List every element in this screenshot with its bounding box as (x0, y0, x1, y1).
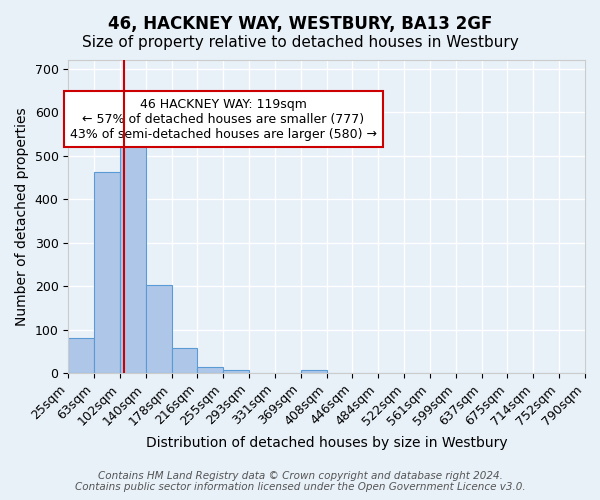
Bar (197, 366, 223, 373)
Text: 46 HACKNEY WAY: 119sqm
← 57% of detached houses are smaller (777)
43% of semi-de: 46 HACKNEY WAY: 119sqm ← 57% of detached… (70, 98, 377, 140)
Text: 46, HACKNEY WAY, WESTBURY, BA13 2GF: 46, HACKNEY WAY, WESTBURY, BA13 2GF (108, 15, 492, 33)
Bar (94, 172, 120, 373)
X-axis label: Distribution of detached houses by size in Westbury: Distribution of detached houses by size … (146, 436, 508, 450)
Bar (146, 285, 172, 373)
Bar (68, 338, 94, 373)
Text: Contains HM Land Registry data © Crown copyright and database right 2024.
Contai: Contains HM Land Registry data © Crown c… (74, 471, 526, 492)
Bar (301, 370, 326, 373)
Bar (120, 134, 146, 373)
Bar (172, 348, 197, 373)
Bar (223, 370, 249, 373)
Text: Size of property relative to detached houses in Westbury: Size of property relative to detached ho… (82, 35, 518, 50)
Y-axis label: Number of detached properties: Number of detached properties (15, 107, 29, 326)
